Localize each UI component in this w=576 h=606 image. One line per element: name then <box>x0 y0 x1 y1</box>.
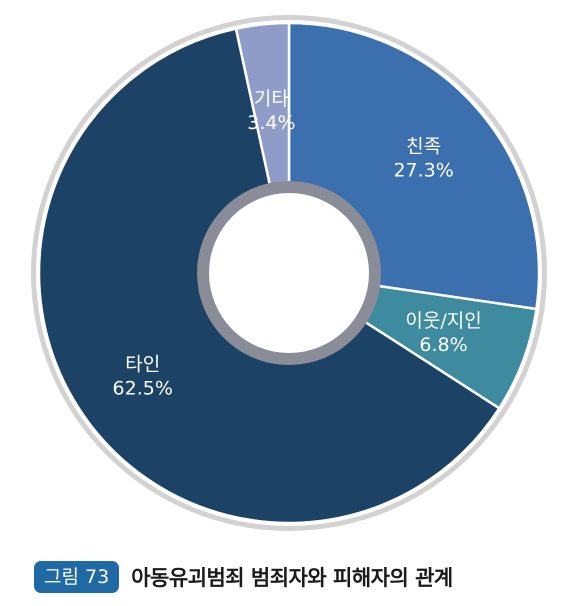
slice-value-label: 27.3% <box>393 160 453 182</box>
figure-caption: 그림 73 아동유괴범죄 범죄자와 피해자의 관계 <box>34 560 453 594</box>
slice-value-label: 6.8% <box>419 334 467 356</box>
figure-title: 아동유괴범죄 범죄자와 피해자의 관계 <box>131 566 453 590</box>
slice-category-label: 이웃/지인 <box>405 310 481 332</box>
slice-value-label: 3.4% <box>247 112 295 134</box>
slice-value-label: 62.5% <box>113 377 173 399</box>
slice-category-label: 기타 <box>254 88 289 110</box>
figure-number-badge: 그림 73 <box>34 561 120 593</box>
donut-chart: 친족 27.3% 이웃/지인 6.8% 타인 62.5% 기타 3.4% <box>31 15 547 531</box>
slice-category-label: 타인 <box>125 353 160 375</box>
donut-hole <box>209 193 369 353</box>
slice-category-label: 친족 <box>406 136 441 158</box>
